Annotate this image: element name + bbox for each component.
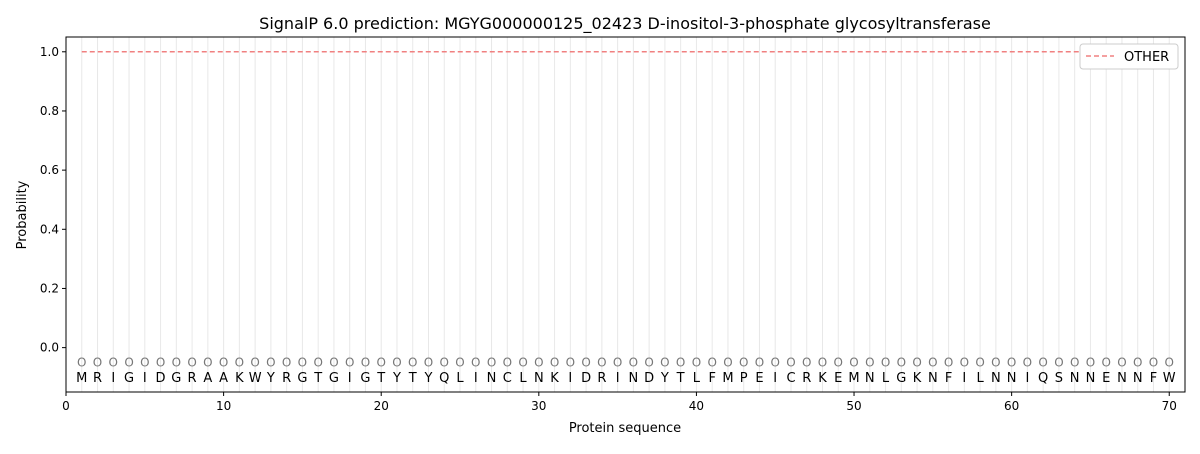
y-tick-label: 0.6 bbox=[40, 163, 59, 177]
x-tick-label: 0 bbox=[62, 399, 70, 413]
residue-label: K bbox=[818, 371, 827, 386]
residue-label: W bbox=[249, 371, 262, 386]
residue-label: I bbox=[1025, 371, 1029, 386]
y-tick-label: 0.2 bbox=[40, 281, 59, 295]
residue-label: F bbox=[1150, 371, 1157, 386]
residue-label: N bbox=[865, 371, 875, 386]
residue-label: L bbox=[882, 371, 890, 386]
residue-label: N bbox=[928, 371, 938, 386]
residue-label: N bbox=[1070, 371, 1080, 386]
residue-label: W bbox=[1163, 371, 1176, 386]
residue-label: M bbox=[848, 371, 859, 386]
residue-label: N bbox=[629, 371, 639, 386]
y-tick-label: 0.0 bbox=[40, 341, 59, 355]
residue-label: E bbox=[834, 371, 842, 386]
residue-label: I bbox=[143, 371, 147, 386]
residue-label: Q bbox=[439, 371, 449, 386]
residue-label: Q bbox=[1038, 371, 1048, 386]
x-tick-label: 70 bbox=[1162, 399, 1177, 413]
residue-label: G bbox=[329, 371, 339, 386]
x-tick-label: 50 bbox=[846, 399, 861, 413]
residue-label: N bbox=[1007, 371, 1017, 386]
residue-label: I bbox=[568, 371, 572, 386]
y-tick-label: 0.8 bbox=[40, 104, 59, 118]
residue-label: R bbox=[802, 371, 811, 386]
residue-label: M bbox=[722, 371, 733, 386]
predicted-label-markers: OOOOOOOOOOOOOOOOOOOOOOOOOOOOOOOOOOOOOOOO… bbox=[77, 355, 1174, 369]
chart-title: SignalP 6.0 prediction: MGYG000000125_02… bbox=[259, 14, 991, 34]
residue-label: L bbox=[693, 371, 701, 386]
residue-label: D bbox=[644, 371, 654, 386]
residue-label: R bbox=[597, 371, 606, 386]
residue-label: C bbox=[786, 371, 795, 386]
x-tick-label: 10 bbox=[216, 399, 231, 413]
residue-label: R bbox=[93, 371, 102, 386]
y-tick-label: 1.0 bbox=[40, 45, 59, 59]
residue-label: I bbox=[474, 371, 478, 386]
residue-label: E bbox=[755, 371, 763, 386]
residue-label: N bbox=[1086, 371, 1096, 386]
residue-label: T bbox=[313, 371, 322, 386]
residue-label: Y bbox=[266, 371, 275, 386]
residue-label: L bbox=[456, 371, 464, 386]
residue-label: E bbox=[1102, 371, 1110, 386]
residue-label: R bbox=[282, 371, 291, 386]
residue-label: T bbox=[676, 371, 685, 386]
legend: OTHER bbox=[1079, 43, 1179, 70]
residue-label: G bbox=[360, 371, 370, 386]
residue-label: T bbox=[376, 371, 385, 386]
legend-label-other: OTHER bbox=[1124, 50, 1169, 65]
residue-label: A bbox=[203, 371, 212, 386]
x-axis-label: Protein sequence bbox=[569, 421, 681, 436]
residue-label: A bbox=[219, 371, 228, 386]
x-tick-label: 40 bbox=[689, 399, 704, 413]
residue-label: L bbox=[976, 371, 984, 386]
residue-label: T bbox=[408, 371, 417, 386]
residue-label: I bbox=[773, 371, 777, 386]
residue-label: I bbox=[111, 371, 115, 386]
y-axis-label: Probability bbox=[15, 180, 30, 249]
residue-label: I bbox=[616, 371, 620, 386]
residue-label: N bbox=[534, 371, 544, 386]
residue-label: K bbox=[913, 371, 922, 386]
residue-label: G bbox=[171, 371, 181, 386]
x-tick-label: 60 bbox=[1004, 399, 1019, 413]
residue-label: D bbox=[581, 371, 591, 386]
residue-label: Y bbox=[424, 371, 433, 386]
plot-frame bbox=[65, 36, 1186, 393]
y-tick-label: 0.4 bbox=[40, 222, 59, 236]
x-tick-label: 30 bbox=[531, 399, 546, 413]
residue-label: Y bbox=[392, 371, 401, 386]
residue-label: D bbox=[156, 371, 166, 386]
residue-label: G bbox=[896, 371, 906, 386]
residue-label: L bbox=[519, 371, 527, 386]
residue-label: P bbox=[740, 371, 748, 386]
residue-label: G bbox=[124, 371, 134, 386]
residue-label: I bbox=[962, 371, 966, 386]
residue-label: K bbox=[550, 371, 559, 386]
residue-label: S bbox=[1055, 371, 1063, 386]
residue-label: G bbox=[297, 371, 307, 386]
residue-label: N bbox=[991, 371, 1001, 386]
residue-label: C bbox=[503, 371, 512, 386]
residue-label: N bbox=[487, 371, 497, 386]
legend-box bbox=[1079, 43, 1179, 70]
x-tick-label: 20 bbox=[374, 399, 389, 413]
residue-label: N bbox=[1133, 371, 1143, 386]
residue-label: F bbox=[945, 371, 952, 386]
residue-label: K bbox=[235, 371, 244, 386]
residue-label: M bbox=[76, 371, 87, 386]
residue-label: I bbox=[348, 371, 352, 386]
residue-label: Y bbox=[660, 371, 669, 386]
residue-label: R bbox=[188, 371, 197, 386]
residue-label: F bbox=[708, 371, 715, 386]
residue-label: N bbox=[1117, 371, 1127, 386]
